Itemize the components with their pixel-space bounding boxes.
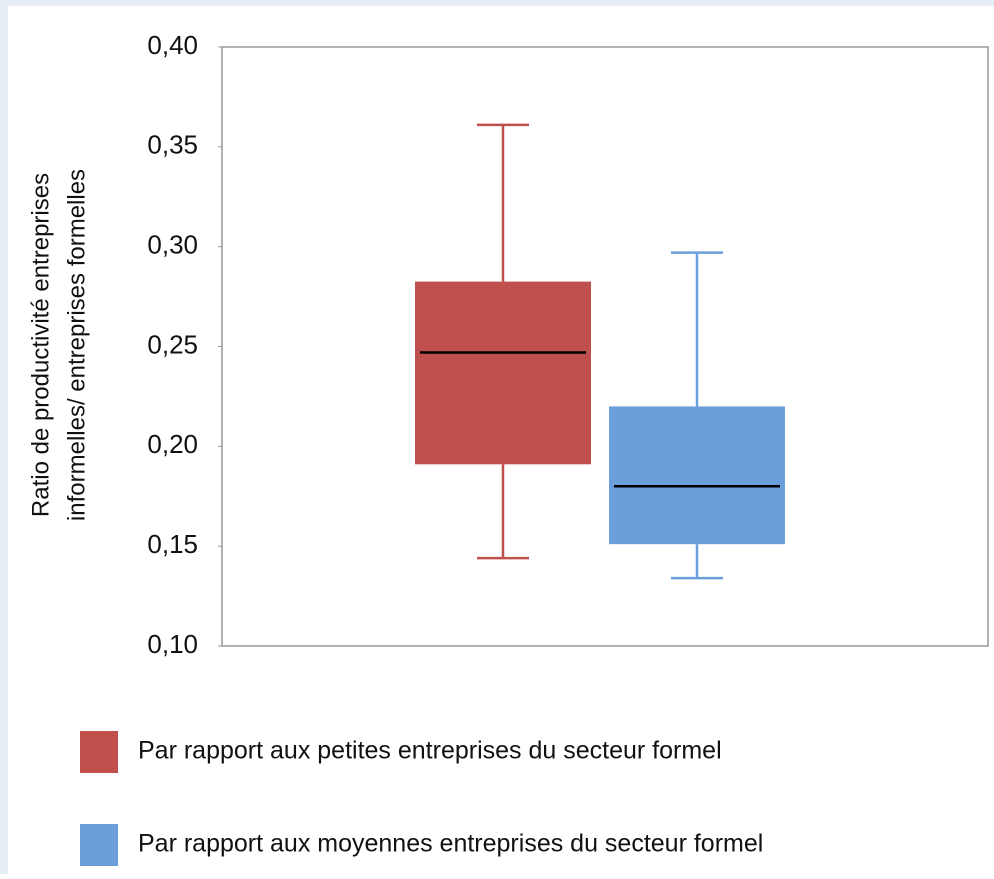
y-tick-label: 0,15	[147, 529, 198, 559]
y-tick-label: 0,40	[147, 30, 198, 60]
y-axis-label: Ratio de productivité entreprises	[27, 173, 54, 517]
top-edge	[0, 0, 994, 6]
legend-swatch	[80, 731, 118, 773]
y-label-group: Ratio de productivité entreprises inform…	[27, 169, 90, 521]
y-tick-label: 0,35	[147, 130, 198, 160]
y-tick-label: 0,20	[147, 429, 198, 459]
legend-swatch	[80, 824, 118, 866]
y-tick-label: 0,10	[147, 629, 198, 659]
y-tick-label: 0,30	[147, 230, 198, 260]
box	[609, 406, 785, 545]
plot-frame	[221, 46, 989, 647]
legend-label: Par rapport aux moyennes entreprises du …	[138, 830, 763, 858]
left-edge	[0, 0, 8, 874]
y-axis-label: informelles/ entreprises formelles	[63, 169, 90, 521]
y-tick-label: 0,25	[147, 329, 198, 359]
box	[415, 281, 591, 465]
legend-label: Par rapport aux petites entreprises du s…	[138, 737, 722, 765]
